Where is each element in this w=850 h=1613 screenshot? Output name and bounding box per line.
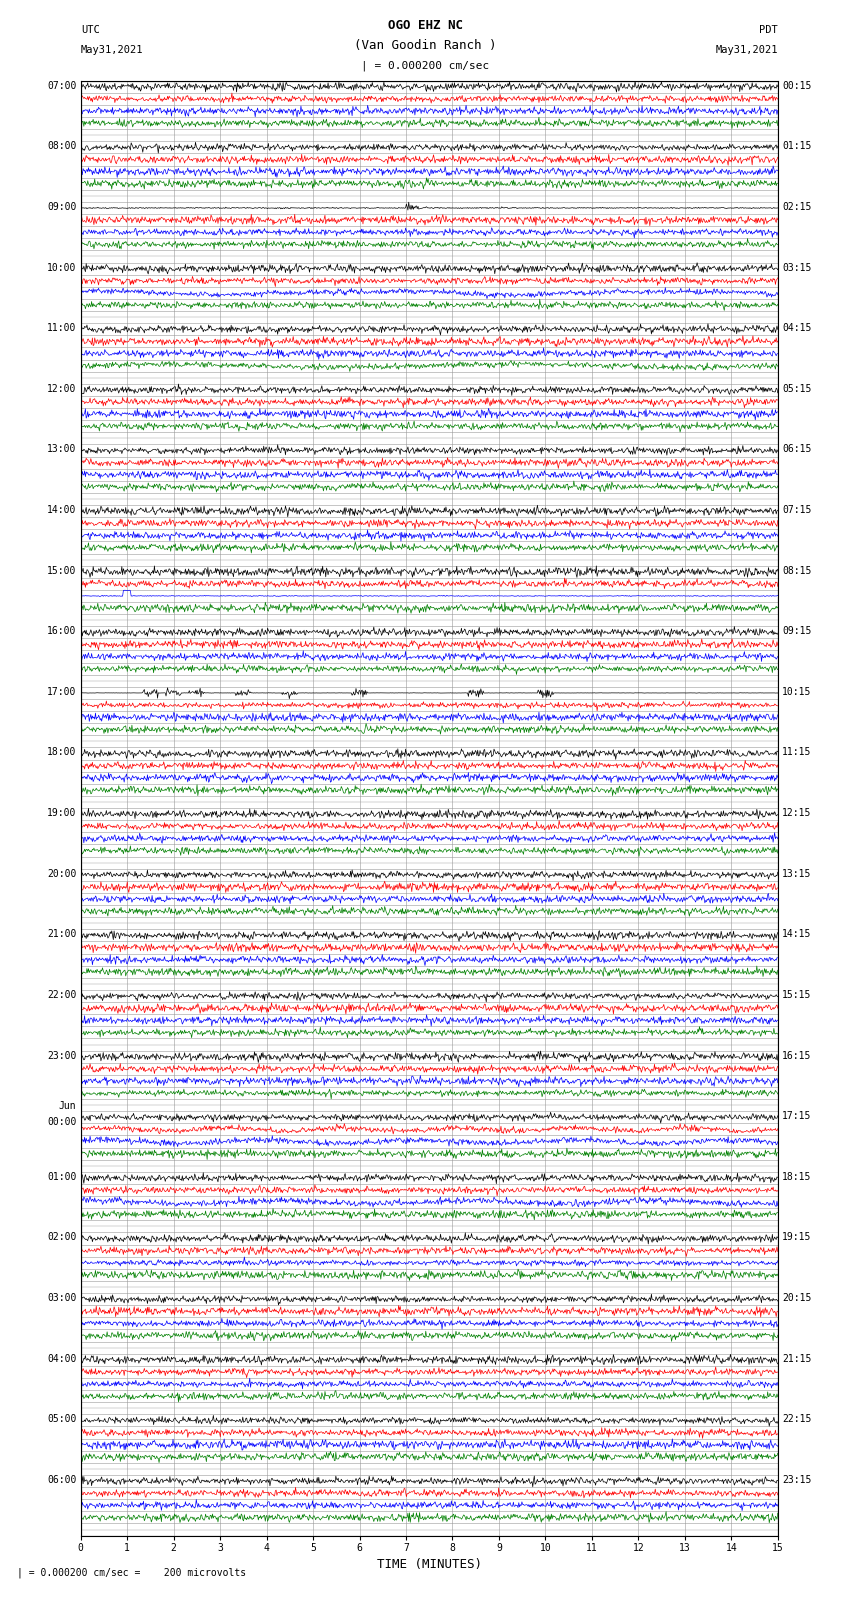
Text: 19:00: 19:00 <box>47 808 76 818</box>
Text: 04:15: 04:15 <box>782 323 812 334</box>
Text: 07:15: 07:15 <box>782 505 812 515</box>
Text: 03:00: 03:00 <box>47 1294 76 1303</box>
Text: | = 0.000200 cm/sec: | = 0.000200 cm/sec <box>361 60 489 71</box>
Text: 02:00: 02:00 <box>47 1232 76 1242</box>
Text: 04:00: 04:00 <box>47 1353 76 1363</box>
Text: 18:00: 18:00 <box>47 747 76 758</box>
Text: 13:00: 13:00 <box>47 444 76 455</box>
Text: 14:00: 14:00 <box>47 505 76 515</box>
Text: 21:15: 21:15 <box>782 1353 812 1363</box>
Text: 00:00: 00:00 <box>47 1118 76 1127</box>
Text: 22:15: 22:15 <box>782 1415 812 1424</box>
Text: 10:15: 10:15 <box>782 687 812 697</box>
Text: 00:15: 00:15 <box>782 81 812 90</box>
Text: 08:00: 08:00 <box>47 142 76 152</box>
Text: 21:00: 21:00 <box>47 929 76 939</box>
Text: 23:00: 23:00 <box>47 1050 76 1061</box>
Text: 02:15: 02:15 <box>782 202 812 211</box>
Text: (Van Goodin Ranch ): (Van Goodin Ranch ) <box>354 39 496 52</box>
Text: 20:00: 20:00 <box>47 869 76 879</box>
Text: | = 0.000200 cm/sec =    200 microvolts: | = 0.000200 cm/sec = 200 microvolts <box>17 1568 246 1579</box>
Text: 15:15: 15:15 <box>782 990 812 1000</box>
Text: 05:00: 05:00 <box>47 1415 76 1424</box>
Text: 12:15: 12:15 <box>782 808 812 818</box>
Text: 20:15: 20:15 <box>782 1294 812 1303</box>
Text: 11:15: 11:15 <box>782 747 812 758</box>
Text: 16:00: 16:00 <box>47 626 76 636</box>
Text: 01:15: 01:15 <box>782 142 812 152</box>
Text: 17:15: 17:15 <box>782 1111 812 1121</box>
Text: 19:15: 19:15 <box>782 1232 812 1242</box>
Text: UTC: UTC <box>81 26 99 35</box>
Text: 12:00: 12:00 <box>47 384 76 394</box>
Text: 03:15: 03:15 <box>782 263 812 273</box>
Text: 09:00: 09:00 <box>47 202 76 211</box>
Text: 08:15: 08:15 <box>782 566 812 576</box>
Text: 15:00: 15:00 <box>47 566 76 576</box>
Text: May31,2021: May31,2021 <box>715 45 778 55</box>
Text: 09:15: 09:15 <box>782 626 812 636</box>
Text: 11:00: 11:00 <box>47 323 76 334</box>
Text: 16:15: 16:15 <box>782 1050 812 1061</box>
Text: 06:15: 06:15 <box>782 444 812 455</box>
Text: 01:00: 01:00 <box>47 1171 76 1182</box>
Text: 10:00: 10:00 <box>47 263 76 273</box>
Text: May31,2021: May31,2021 <box>81 45 144 55</box>
Text: 07:00: 07:00 <box>47 81 76 90</box>
Text: 14:15: 14:15 <box>782 929 812 939</box>
Text: 17:00: 17:00 <box>47 687 76 697</box>
Text: 23:15: 23:15 <box>782 1474 812 1486</box>
Text: Jun: Jun <box>59 1102 76 1111</box>
Text: 06:00: 06:00 <box>47 1474 76 1486</box>
Text: 13:15: 13:15 <box>782 869 812 879</box>
Text: 22:00: 22:00 <box>47 990 76 1000</box>
Text: OGO EHZ NC: OGO EHZ NC <box>388 19 462 32</box>
Text: 18:15: 18:15 <box>782 1171 812 1182</box>
X-axis label: TIME (MINUTES): TIME (MINUTES) <box>377 1558 482 1571</box>
Text: PDT: PDT <box>759 26 778 35</box>
Text: 05:15: 05:15 <box>782 384 812 394</box>
